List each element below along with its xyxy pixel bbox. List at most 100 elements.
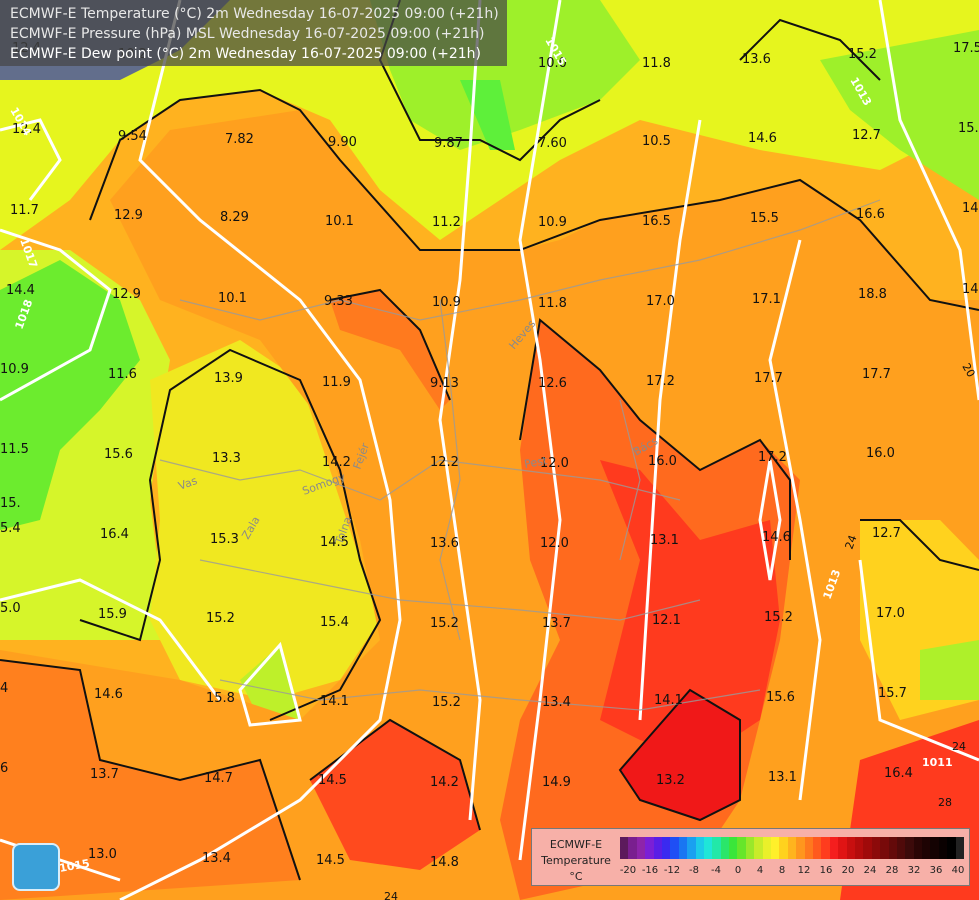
dew-point-label: 12.9 xyxy=(114,208,143,223)
dew-point-label: 13.1 xyxy=(768,770,797,785)
legend-color-swatch xyxy=(804,837,813,859)
isotherm-label: 24 xyxy=(843,533,860,551)
legend-color-swatch xyxy=(947,837,956,859)
dew-point-label: 16.6 xyxy=(856,207,885,222)
dew-point-label: 12.1 xyxy=(652,613,681,628)
dew-point-label: 15.2 xyxy=(206,611,235,626)
legend-color-swatch xyxy=(854,837,864,859)
legend-color-swatch xyxy=(771,837,780,859)
dew-point-label: 7.60 xyxy=(538,136,567,151)
dew-point-label: 17.0 xyxy=(646,294,675,309)
legend-color-swatch xyxy=(955,837,965,859)
dew-point-label: 14.5 xyxy=(316,853,345,868)
legend-tick-label: 28 xyxy=(885,865,899,876)
dew-point-label: 15.9 xyxy=(98,607,127,622)
legend-tick-label: 4 xyxy=(756,865,764,876)
isotherm-label: 24 xyxy=(384,890,398,900)
legend-color-swatch xyxy=(670,837,679,859)
dew-point-label: 11.8 xyxy=(642,56,671,71)
legend-color-swatch xyxy=(661,837,671,859)
dew-point-label: 17.7 xyxy=(862,367,891,382)
dew-point-label: 14.2 xyxy=(322,455,351,470)
legend-tick-label: 0 xyxy=(734,865,742,876)
legend-color-swatch xyxy=(880,837,889,859)
dew-point-label: 14.5 xyxy=(318,773,347,788)
dew-point-label: 13.6 xyxy=(742,52,771,67)
dew-point-label: 14 xyxy=(962,201,979,216)
river-label: Pest xyxy=(523,454,549,471)
dew-point-label: 9.90 xyxy=(328,135,357,150)
legend-color-swatch xyxy=(754,837,763,859)
legend-tick-label: -20 xyxy=(619,865,637,876)
dew-point-label: 13.0 xyxy=(88,847,117,862)
legend-color-swatch xyxy=(695,837,704,859)
legend-tick-label: -12 xyxy=(663,865,681,876)
temp-zone-green-west-core xyxy=(0,260,140,530)
dew-point-label: 16.0 xyxy=(866,446,895,461)
isotherm-label: 24 xyxy=(952,740,966,753)
dew-point-label: 15.2 xyxy=(430,616,459,631)
dew-point-label: 11.9 xyxy=(322,375,351,390)
legend-tick-label: 20 xyxy=(841,865,855,876)
dew-point-label: 15.7 xyxy=(878,686,907,701)
dew-point-label: 12.7 xyxy=(872,526,901,541)
dew-point-label: 17.7 xyxy=(754,371,783,386)
dew-point-label: 10.1 xyxy=(218,291,247,306)
isobar-label: 1015 xyxy=(58,857,90,875)
legend-color-swatch xyxy=(905,837,914,859)
logo-icon xyxy=(12,843,60,891)
dew-point-label: 12.0 xyxy=(540,536,569,551)
dew-point-label: 11.8 xyxy=(538,296,567,311)
temp-zone-darkorange-center xyxy=(330,290,450,410)
legend-color-swatch xyxy=(922,837,931,859)
dew-point-label: 14.6 xyxy=(748,131,777,146)
legend-color-swatch xyxy=(636,837,646,859)
dew-point-label: 12.7 xyxy=(852,128,881,143)
dew-point-label: 13.3 xyxy=(212,451,241,466)
temp-zone-yellow-west xyxy=(150,340,380,700)
legend-ticks: -20 -16 -12 -8 -4 0 4 8 12 16 20 24 28 32 36 40 xyxy=(620,865,965,879)
legend-color-swatch xyxy=(745,837,755,859)
isobar-label: 1011 xyxy=(922,756,953,769)
river-label: Vas xyxy=(177,474,200,493)
dew-point-label: 10.9 xyxy=(538,215,567,230)
dew-point-label: 15.4 xyxy=(320,615,349,630)
dew-point-label: 6 xyxy=(0,761,8,776)
legend-color-swatch xyxy=(712,837,721,859)
legend-color-swatch xyxy=(720,837,730,859)
legend-color-swatch xyxy=(930,837,939,859)
legend-color-swatch xyxy=(871,837,881,859)
dew-point-label: 16.4 xyxy=(100,527,129,542)
dew-point-label: 10.5 xyxy=(642,134,671,149)
temp-zone-redorange-sw xyxy=(0,660,300,900)
dew-point-label: 10.9 xyxy=(0,362,29,377)
dew-point-label: 15.2 xyxy=(432,695,461,710)
dew-point-label: 11.7 xyxy=(10,203,39,218)
isotherm-labels: 20 24 24 28 24 xyxy=(384,361,978,900)
dew-point-label: 14.9 xyxy=(542,775,571,790)
title-box: ECMWF-E Temperature (°C) 2m Wednesday 16… xyxy=(0,0,507,66)
dew-point-label: 11.5 xyxy=(0,442,29,457)
legend-color-swatch xyxy=(653,837,662,859)
dew-point-label: 15. xyxy=(958,121,979,136)
dew-point-label: 12.9 xyxy=(112,287,141,302)
legend-color-swatch xyxy=(938,837,948,859)
dew-point-label: 15.8 xyxy=(206,691,235,706)
dew-point-label: 12.2 xyxy=(430,455,459,470)
dew-point-label: 13.9 xyxy=(214,371,243,386)
temp-zone-red-south xyxy=(310,720,480,870)
dew-point-label: 13.2 xyxy=(656,773,685,788)
legend-tick-label: 24 xyxy=(863,865,877,876)
legend-color-swatch xyxy=(620,837,629,859)
dew-point-label: 15.2 xyxy=(764,610,793,625)
temp-zone-lightgreen-east xyxy=(920,640,979,700)
dew-point-label: 7.82 xyxy=(225,132,254,147)
legend-title-variable: Temperature xyxy=(541,854,611,867)
dew-point-label: 9.54 xyxy=(118,129,147,144)
dew-point-label: 15.5 xyxy=(750,211,779,226)
legend-tick-label: -8 xyxy=(689,865,699,876)
title-temperature: ECMWF-E Temperature (°C) 2m Wednesday 16… xyxy=(10,6,499,22)
legend-color-swatch xyxy=(787,837,797,859)
dew-point-label: 12.6 xyxy=(538,376,567,391)
